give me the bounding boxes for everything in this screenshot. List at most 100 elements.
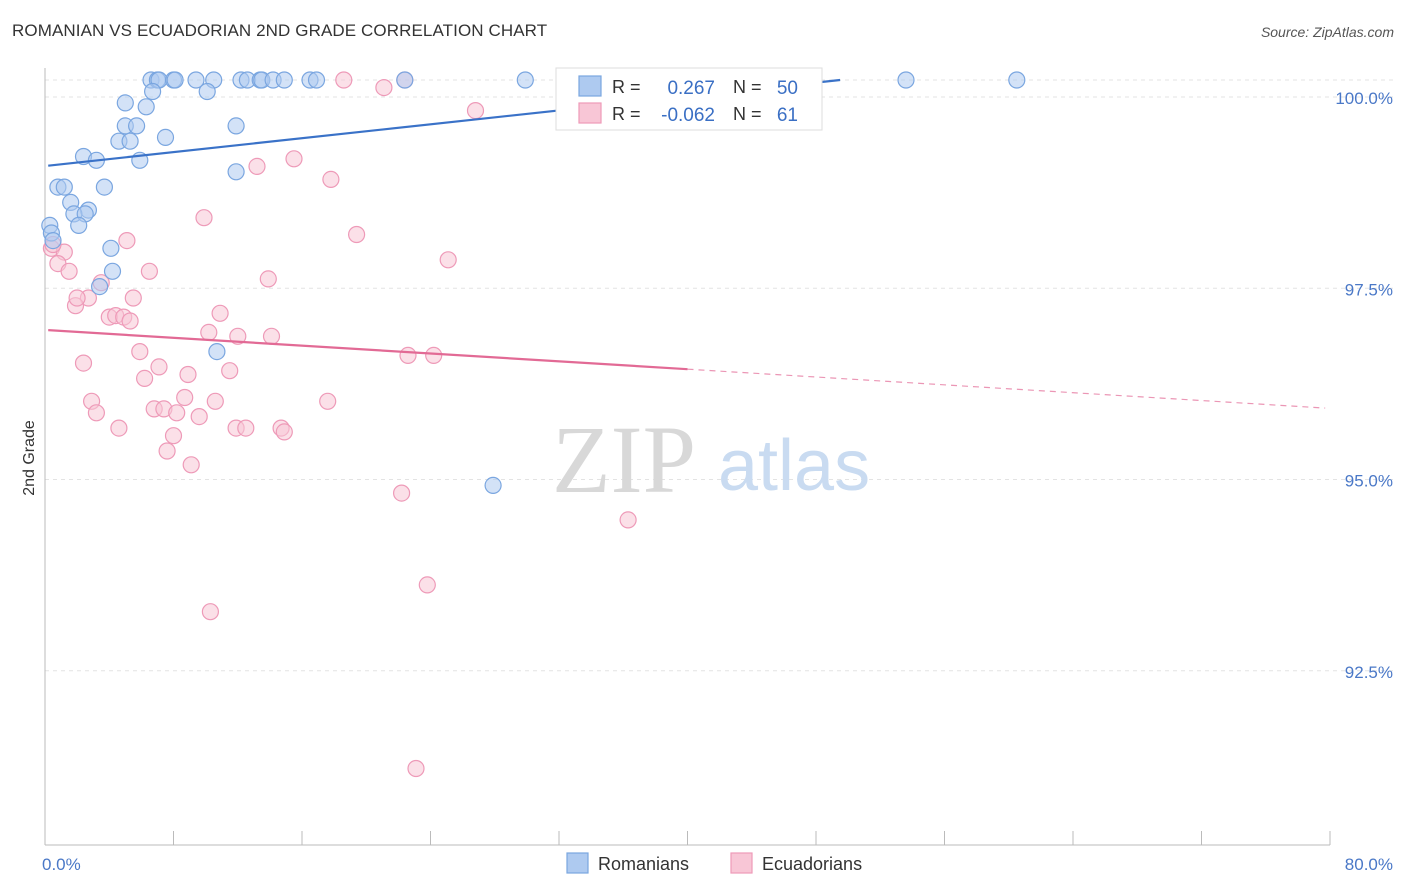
point-ecuadorians	[335, 71, 353, 89]
watermark-atlas: atlas	[718, 426, 870, 506]
point-romanians	[198, 82, 216, 101]
point-ecuadorians	[319, 392, 337, 410]
point-ecuadorians	[237, 419, 255, 437]
y-tick-label: 95.0%	[1345, 472, 1393, 491]
legend-label-romanians: Romanians	[598, 854, 689, 874]
legend: Romanians Ecuadorians	[566, 852, 862, 874]
stats-n-value-romanians: 50	[777, 78, 798, 99]
point-ecuadorians	[206, 392, 224, 410]
source-label: Source: ZipAtlas.com	[1260, 24, 1394, 40]
legend-label-ecuadorians: Ecuadorians	[762, 854, 862, 874]
stats-r-label-romanians: R =	[612, 77, 641, 97]
point-ecuadorians	[248, 157, 266, 175]
point-romanians	[95, 178, 114, 196]
stats-box: R = 0.267 N = 50 R = -0.062 N = 61	[555, 67, 823, 131]
point-ecuadorians	[87, 404, 106, 422]
point-romanians	[516, 71, 534, 89]
point-ecuadorians	[68, 289, 86, 307]
point-ecuadorians	[201, 603, 219, 621]
point-romanians	[1008, 71, 1026, 89]
point-ecuadorians	[190, 408, 208, 426]
y-tick-label: 100.0%	[1335, 89, 1393, 108]
point-ecuadorians	[221, 362, 239, 380]
legend-swatch-ecuadorians	[730, 852, 753, 874]
chart-title: ROMANIAN VS ECUADORIAN 2ND GRADE CORRELA…	[12, 21, 548, 40]
watermark: ZIP atlas	[552, 406, 870, 513]
point-ecuadorians	[375, 78, 393, 97]
point-ecuadorians	[393, 484, 411, 502]
point-romanians	[55, 178, 73, 196]
watermark-zip: ZIP	[552, 406, 696, 513]
point-romanians	[208, 343, 226, 361]
point-romanians	[396, 71, 414, 89]
point-ecuadorians	[322, 170, 340, 188]
point-ecuadorians	[619, 511, 637, 529]
trend-line-ecuadorians	[48, 329, 688, 371]
stats-swatch-romanians	[578, 75, 602, 97]
point-ecuadorians	[150, 358, 168, 376]
point-romanians	[166, 71, 184, 89]
point-romanians	[128, 117, 146, 135]
point-ecuadorians	[425, 346, 443, 364]
grid	[45, 79, 1393, 672]
point-ecuadorians	[168, 404, 186, 422]
point-ecuadorians	[418, 576, 436, 594]
point-ecuadorians	[399, 346, 417, 364]
point-ecuadorians	[466, 101, 485, 120]
point-ecuadorians	[158, 442, 176, 460]
point-romanians	[103, 262, 122, 280]
x-tick-label: 0.0%	[42, 855, 81, 874]
point-ecuadorians	[121, 312, 139, 330]
point-romanians	[275, 71, 293, 89]
legend-swatch-romanians	[566, 852, 589, 874]
point-romanians	[144, 82, 162, 101]
stats-r-label-ecuadorians: R =	[612, 104, 641, 124]
stats-r-value-romanians: 0.267	[667, 78, 715, 99]
point-romanians	[121, 132, 139, 150]
y-axis-label: 2nd Grade	[21, 420, 38, 496]
data-points	[41, 71, 1026, 778]
y-tick-labels: 100.0% 97.5% 95.0% 92.5%	[1335, 89, 1393, 682]
point-ecuadorians	[262, 327, 281, 345]
x-tick-label: 80.0%	[1345, 855, 1393, 874]
point-romanians	[70, 216, 88, 234]
point-romanians	[227, 163, 245, 181]
point-ecuadorians	[229, 327, 247, 345]
point-ecuadorians	[200, 323, 218, 341]
point-ecuadorians	[131, 343, 149, 361]
stats-n-label-ecuadorians: N =	[733, 104, 762, 124]
point-ecuadorians	[285, 150, 303, 168]
stats-r-value-ecuadorians: -0.062	[661, 105, 715, 126]
point-romanians	[102, 239, 120, 257]
point-romanians	[44, 232, 62, 250]
point-ecuadorians	[176, 388, 194, 407]
point-romanians	[137, 98, 155, 116]
point-ecuadorians	[179, 365, 197, 384]
point-romanians	[156, 128, 175, 146]
point-ecuadorians	[182, 456, 200, 474]
point-ecuadorians	[348, 225, 366, 244]
point-ecuadorians	[124, 289, 142, 307]
point-romanians	[897, 71, 915, 89]
point-ecuadorians	[407, 759, 425, 778]
y-tick-label: 97.5%	[1345, 280, 1393, 299]
point-ecuadorians	[118, 232, 136, 250]
x-tick-labels: 0.0% 80.0%	[42, 855, 1393, 874]
point-romanians	[307, 71, 326, 89]
x-minor-ticks	[44, 831, 1331, 845]
point-romanians	[227, 117, 245, 135]
trend-line-ecuadorians-extension	[687, 368, 1326, 409]
point-ecuadorians	[136, 369, 154, 387]
stats-n-label-romanians: N =	[733, 77, 762, 97]
point-ecuadorians	[195, 209, 213, 227]
point-ecuadorians	[439, 251, 457, 269]
point-ecuadorians	[74, 354, 93, 372]
point-ecuadorians	[259, 270, 277, 288]
point-romanians	[187, 71, 205, 89]
point-ecuadorians	[164, 427, 183, 445]
point-ecuadorians	[110, 419, 128, 437]
point-romanians	[90, 278, 109, 296]
stats-n-value-ecuadorians: 61	[777, 105, 798, 126]
point-romanians	[116, 94, 134, 112]
